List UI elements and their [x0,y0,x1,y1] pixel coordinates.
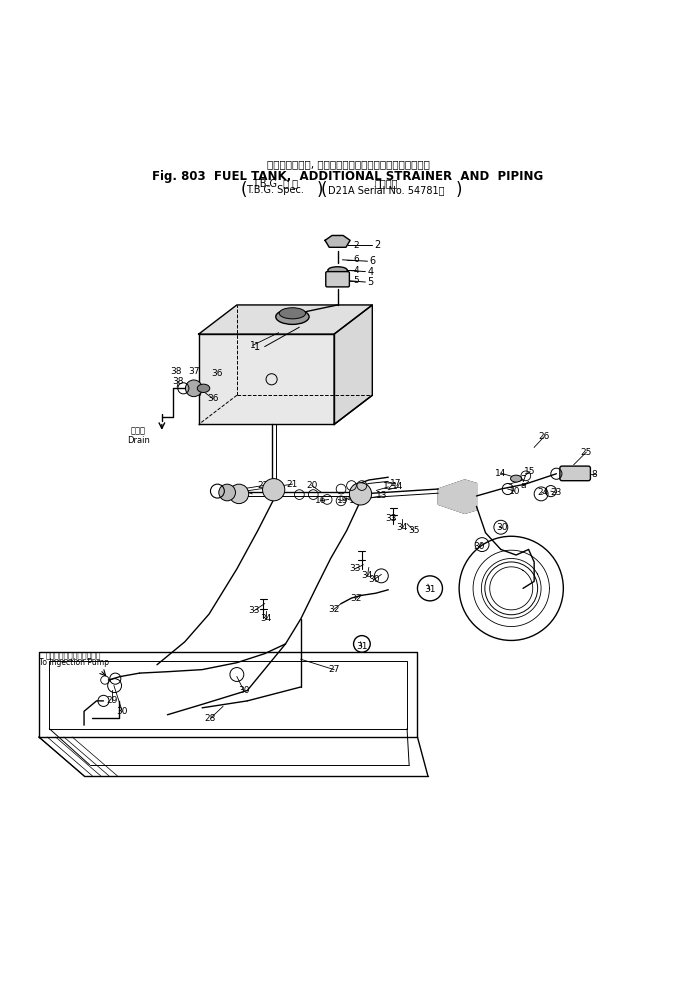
Text: To Ingection Pump: To Ingection Pump [39,658,109,667]
Polygon shape [198,305,372,334]
Text: 10: 10 [509,487,521,495]
Text: 2: 2 [354,240,359,250]
Text: 38: 38 [170,366,182,376]
Text: 4: 4 [354,266,359,275]
Text: 5: 5 [354,276,359,285]
Text: 33: 33 [248,606,260,615]
Text: 14: 14 [495,469,507,478]
Text: 29: 29 [106,696,118,705]
Polygon shape [334,305,372,425]
Text: 17: 17 [390,479,401,488]
Text: Fig. 803  FUEL TANK,  ADDITIONAL STRAINER  AND  PIPING: Fig. 803 FUEL TANK, ADDITIONAL STRAINER … [152,169,544,182]
Text: 2: 2 [374,240,381,250]
Text: 22: 22 [258,481,269,491]
Text: 5: 5 [367,277,374,287]
Text: 34: 34 [397,523,408,532]
Text: 34: 34 [362,571,373,580]
Circle shape [185,380,202,397]
Text: フェエルタンク, 増　設　ストレーナ　およびパイピング: フェエルタンク, 増 設 ストレーナ およびパイピング [267,160,429,169]
Text: 30: 30 [238,686,250,695]
Text: 18: 18 [349,496,361,505]
Text: a: a [521,481,525,491]
Polygon shape [438,480,477,513]
Ellipse shape [328,267,347,274]
Text: 33: 33 [386,514,397,523]
Text: 15: 15 [524,467,536,476]
Text: 28: 28 [205,714,216,723]
Text: 31: 31 [425,585,436,594]
Text: 37: 37 [192,389,204,398]
Text: 30: 30 [116,707,128,716]
Text: 8: 8 [592,470,597,479]
Circle shape [262,479,285,500]
Text: 16: 16 [315,496,326,505]
Text: 9: 9 [578,469,583,479]
Text: 23: 23 [551,488,562,497]
Text: a: a [241,486,246,494]
Text: 1: 1 [253,342,260,352]
Text: 6: 6 [354,255,359,264]
Text: 33: 33 [349,564,361,573]
Polygon shape [325,235,350,247]
FancyBboxPatch shape [560,466,590,481]
Text: 19: 19 [337,496,348,505]
Text: (: ( [320,180,326,199]
Text: 37: 37 [188,366,200,376]
Text: D21A Serial No. 54781～: D21A Serial No. 54781～ [328,185,445,195]
Text: 36: 36 [207,394,219,403]
Text: 32: 32 [329,605,340,614]
Circle shape [229,485,248,503]
Text: (: ( [240,180,246,199]
Text: 25: 25 [580,448,592,457]
Text: 36: 36 [211,369,223,378]
Text: 24: 24 [537,488,548,497]
Text: 31: 31 [356,642,367,651]
Text: 35: 35 [409,526,420,535]
Ellipse shape [276,309,309,324]
Text: ): ) [456,180,462,199]
Text: 11: 11 [348,492,359,501]
Text: T.B.G. Spec.: T.B.G. Spec. [246,185,304,195]
FancyBboxPatch shape [326,272,349,287]
Text: Drain: Drain [127,435,150,444]
Text: 21: 21 [287,480,298,489]
Text: 適用号機: 適用号機 [374,178,398,188]
Text: 12: 12 [383,483,394,492]
Ellipse shape [197,384,209,392]
Text: 13: 13 [376,492,387,500]
Text: 4: 4 [367,267,374,277]
Text: 34: 34 [260,615,271,624]
Text: 27: 27 [329,665,340,674]
Text: T.B.G. 仕 様: T.B.G. 仕 様 [252,178,298,188]
Text: 32: 32 [351,594,362,603]
Text: 20: 20 [306,481,317,491]
Text: 38: 38 [173,377,184,386]
Text: インジェクションポンプへ: インジェクションポンプへ [46,651,102,660]
Text: ドレン: ドレン [131,427,145,435]
Text: 6: 6 [370,256,376,266]
Text: 7: 7 [520,476,526,485]
Text: 30: 30 [473,542,484,552]
Text: 14: 14 [393,483,404,492]
Text: 26: 26 [538,432,550,441]
Ellipse shape [511,475,522,482]
Text: ): ) [317,180,323,199]
Circle shape [349,483,372,505]
Text: 30: 30 [496,523,508,533]
Text: 1: 1 [250,341,255,350]
Text: 30: 30 [369,575,380,584]
Polygon shape [198,334,334,425]
Circle shape [219,485,235,500]
Ellipse shape [279,307,306,319]
